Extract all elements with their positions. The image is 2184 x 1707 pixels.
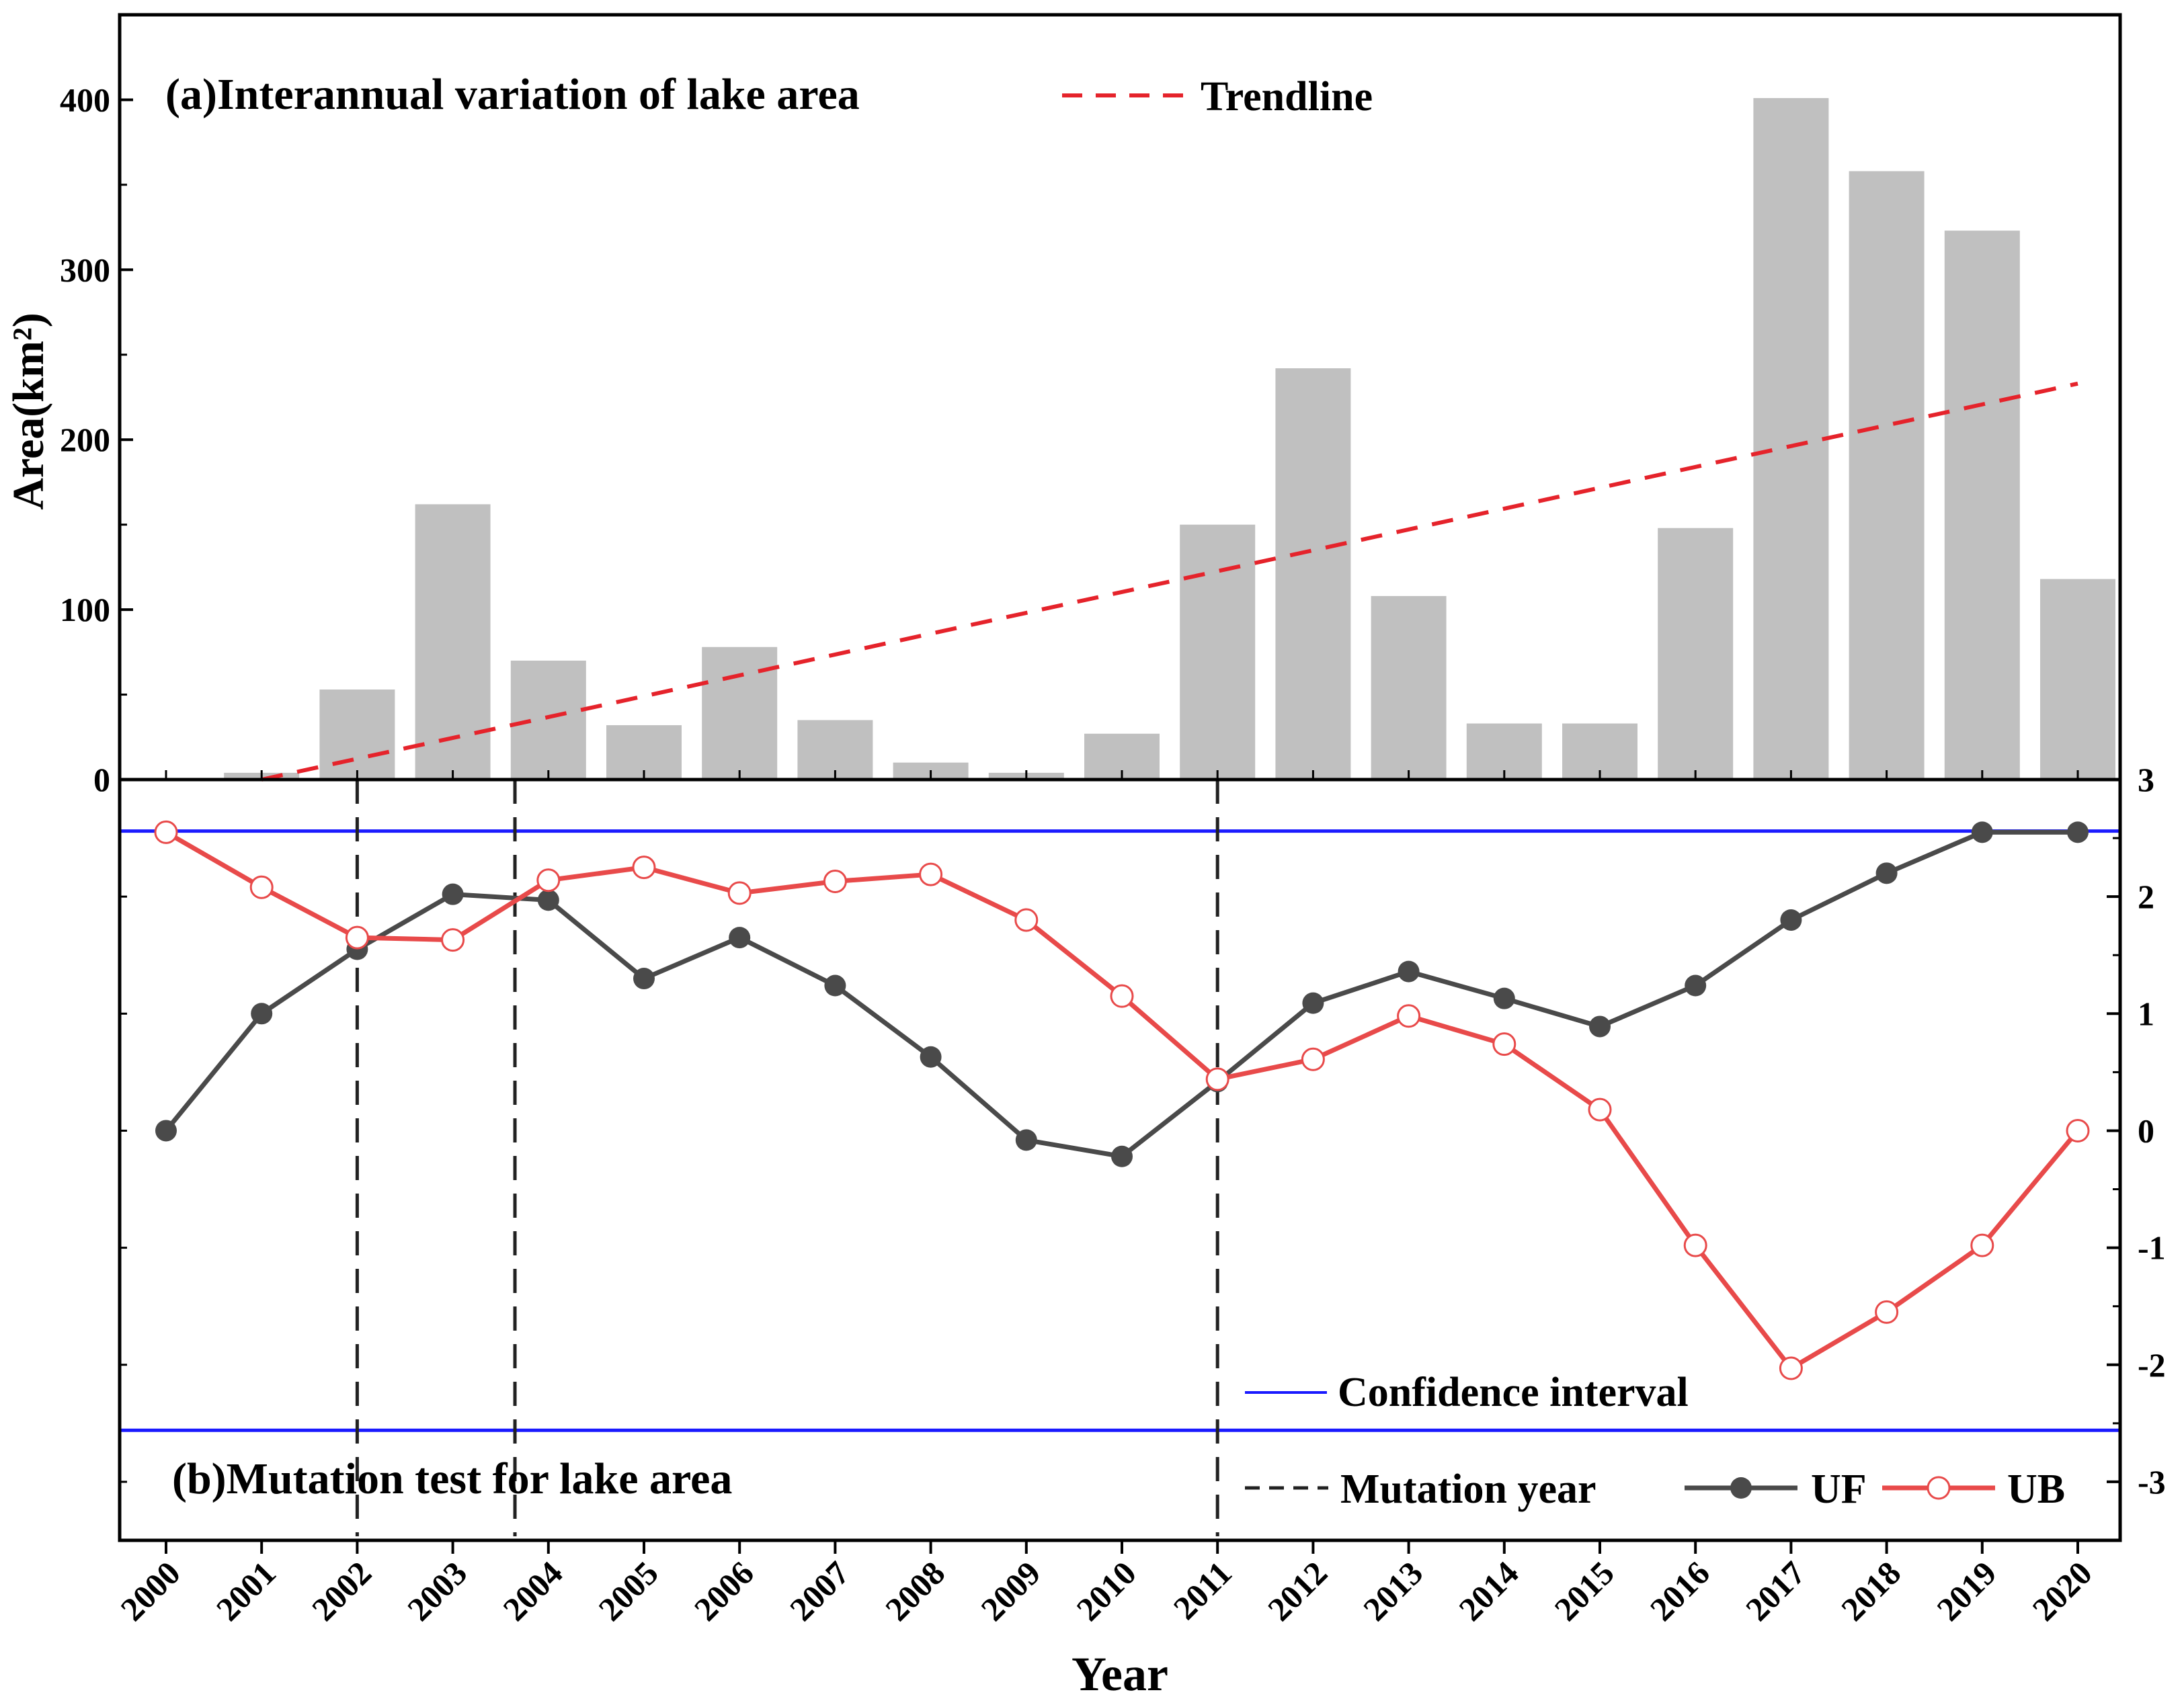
point-uf-2009 [1015, 1129, 1037, 1151]
point-ub-2003 [441, 928, 465, 952]
bar-2007 [797, 720, 873, 780]
point-ub-2004 [536, 868, 561, 892]
uf-legend-label: UF [1811, 1466, 1867, 1512]
point-ub-2013 [1397, 1004, 1421, 1028]
point-uf-2004 [537, 889, 559, 911]
y-tick-label-b-1: 1 [2138, 995, 2154, 1032]
point-ub-2019 [1970, 1233, 1994, 1257]
point-uf-2008 [920, 1046, 942, 1068]
y-tick-label-b--2: -2 [2138, 1346, 2166, 1384]
uf-legend-marker [1730, 1477, 1752, 1499]
series-group [154, 820, 2090, 1380]
panel-b-mutation-test: -3 -2 -1 0 1 2 3 (b)Mutation test for lake are… [120, 761, 2166, 1536]
point-ub-2002 [345, 925, 369, 950]
y-axis-b: -3 -2 -1 0 1 2 3 [120, 761, 2166, 1501]
point-ub-2007 [823, 870, 847, 894]
point-ub-2006 [727, 881, 752, 905]
point-uf-2005 [633, 968, 655, 990]
y-tick-label-a-300: 300 [60, 251, 110, 288]
point-uf-2016 [1685, 974, 1707, 997]
point-uf-2001 [251, 1003, 273, 1025]
ub-legend-marker [1927, 1476, 1951, 1500]
y-tick-label-b-2: 2 [2138, 878, 2154, 915]
mutation-year-lines [355, 780, 1219, 1536]
point-uf-2012 [1302, 992, 1324, 1014]
point-uf-2003 [442, 883, 464, 905]
bar-2017 [1753, 97, 1829, 780]
y-tick-label-b--3: -3 [2138, 1463, 2166, 1501]
point-ub-2012 [1301, 1047, 1325, 1071]
point-ub-2018 [1875, 1300, 1899, 1324]
y-axis-a: 0 100 200 300 400 [60, 81, 133, 798]
point-ub-2015 [1588, 1097, 1612, 1122]
y-tick-label-b-3: 3 [2138, 761, 2154, 798]
point-uf-2018 [1875, 862, 1898, 884]
point-ub-2005 [632, 856, 656, 880]
point-ub-2001 [249, 875, 274, 899]
y-tick-label-a-0: 0 [93, 761, 110, 798]
point-uf-2000 [155, 1120, 177, 1142]
bar-2012 [1275, 368, 1351, 780]
panel-b-title: (b)Mutation test for lake area [172, 1454, 732, 1503]
point-uf-2020 [2067, 821, 2089, 843]
bar-2004 [510, 660, 586, 780]
point-uf-2017 [1780, 909, 1802, 931]
confidence-interval-legend-label: Confidence interval [1338, 1370, 1689, 1415]
point-ub-2008 [919, 862, 943, 886]
point-uf-2015 [1589, 1015, 1611, 1038]
point-ub-2000 [154, 820, 178, 844]
y-axis-a-title: Area(km²) [4, 313, 53, 510]
bar-2018 [1849, 171, 1925, 780]
panel-b-frame [118, 778, 2122, 1542]
panel-a-title: (a)Interannual variation of lake area [165, 70, 860, 119]
x-axis-title: Year [1071, 1647, 1168, 1701]
bar-2019 [1944, 231, 2020, 780]
point-uf-2014 [1493, 987, 1515, 1009]
y-tick-label-b--1: -1 [2138, 1229, 2166, 1267]
y-tick-label-b-0: 0 [2138, 1112, 2154, 1149]
y-tick-label-a-200: 200 [60, 421, 110, 458]
point-uf-2013 [1398, 960, 1420, 983]
bar-2013 [1371, 595, 1447, 780]
mutation-year-legend-label: Mutation year [1340, 1466, 1596, 1512]
trendline-legend-label: Trendline [1201, 74, 1373, 120]
point-ub-2020 [2066, 1118, 2090, 1142]
ub-legend-label: UB [2007, 1466, 2065, 1512]
point-uf-2019 [1971, 821, 1993, 843]
point-ub-2017 [1779, 1356, 1803, 1380]
y-tick-label-a-400: 400 [60, 81, 110, 118]
bar-2011 [1180, 524, 1256, 780]
y-tick-label-a-100: 100 [60, 591, 110, 628]
bar-2002 [319, 689, 395, 780]
point-uf-2010 [1111, 1145, 1133, 1167]
bar-2006 [702, 647, 778, 780]
bar-2020 [2040, 579, 2115, 780]
point-ub-2011 [1205, 1067, 1229, 1091]
point-ub-2010 [1110, 984, 1134, 1008]
point-uf-2006 [729, 927, 751, 949]
trendline [261, 381, 2078, 782]
bar-2016 [1658, 528, 1734, 780]
confidence-interval-lines [120, 829, 2120, 1432]
point-ub-2016 [1683, 1233, 1707, 1257]
point-ub-2009 [1014, 908, 1039, 932]
point-uf-2007 [824, 974, 846, 997]
point-ub-2014 [1492, 1032, 1516, 1056]
